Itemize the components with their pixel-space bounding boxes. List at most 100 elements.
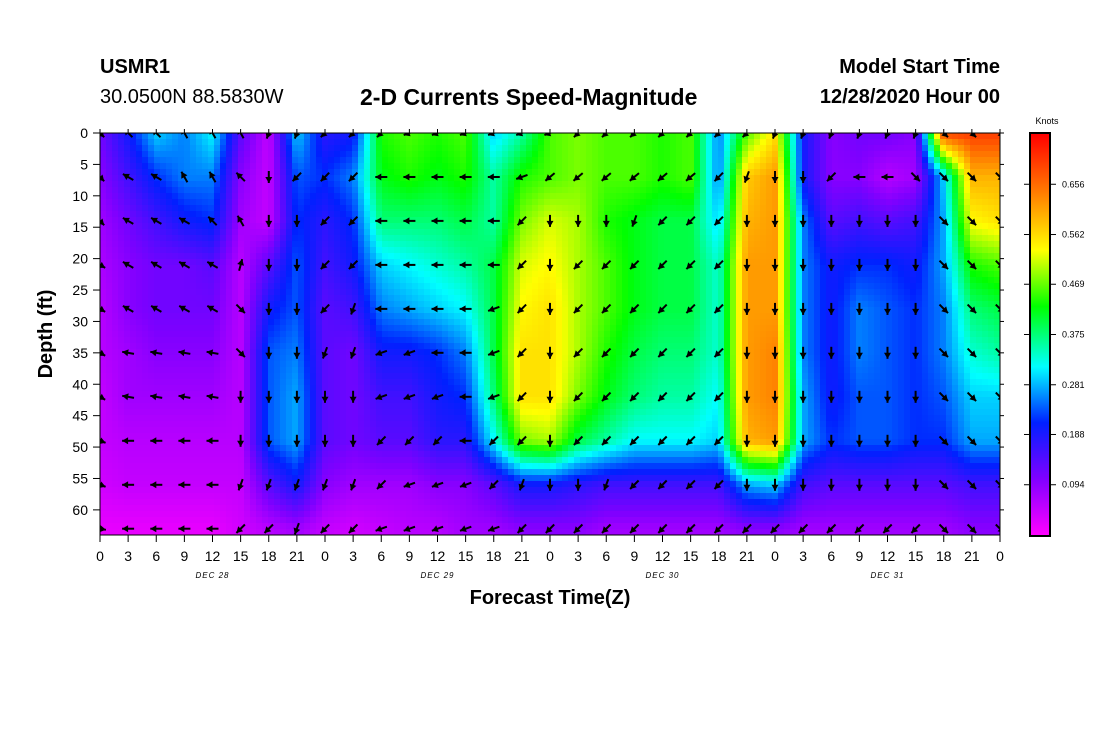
heatmap-cell [454, 313, 461, 320]
heatmap-cell [826, 325, 833, 332]
heatmap-cell [964, 259, 971, 266]
heatmap-cell [424, 301, 431, 308]
heatmap-cell [832, 163, 839, 170]
heatmap-cell [508, 301, 515, 308]
heatmap-cell [514, 151, 521, 158]
heatmap-cell [466, 151, 473, 158]
heatmap-cell [952, 217, 959, 224]
heatmap-cell [358, 265, 365, 272]
heatmap-cell [946, 181, 953, 188]
heatmap-cell [310, 253, 317, 260]
heatmap-cell [214, 157, 221, 164]
heatmap-cell [334, 277, 341, 284]
heatmap-cell [736, 271, 743, 278]
heatmap-cell [904, 169, 911, 176]
heatmap-cell [934, 145, 941, 152]
heatmap-cell [568, 199, 575, 206]
heatmap-cell [874, 187, 881, 194]
heatmap-cell [988, 235, 995, 242]
heatmap-cell [226, 247, 233, 254]
heatmap-cell [832, 145, 839, 152]
heatmap-cell [688, 145, 695, 152]
heatmap-cell [898, 319, 905, 326]
heatmap-cell [874, 301, 881, 308]
heatmap-cell [472, 283, 479, 290]
heatmap-cell [202, 139, 209, 146]
heatmap-cell [808, 193, 815, 200]
heatmap-cell [592, 211, 599, 218]
heatmap-cell [184, 325, 191, 332]
heatmap-cell [724, 277, 731, 284]
heatmap-cell [478, 169, 485, 176]
heatmap-cell [838, 133, 845, 140]
heatmap-cell [442, 145, 449, 152]
heatmap-cell [754, 145, 761, 152]
heatmap-cell [742, 259, 749, 266]
heatmap-cell [454, 247, 461, 254]
heatmap-cell [472, 301, 479, 308]
heatmap-cell [532, 277, 539, 284]
heatmap-cell [502, 205, 509, 212]
heatmap-cell [736, 157, 743, 164]
heatmap-cell [772, 163, 779, 170]
heatmap-cell [532, 217, 539, 224]
heatmap-cell [424, 169, 431, 176]
heatmap-cell [664, 169, 671, 176]
heatmap-cell [286, 187, 293, 194]
heatmap-cell [796, 259, 803, 266]
heatmap-cell [766, 289, 773, 296]
heatmap-cell [190, 325, 197, 332]
heatmap-cell [538, 193, 545, 200]
heatmap-cell [802, 211, 809, 218]
heatmap-cell [802, 205, 809, 212]
heatmap-cell [208, 277, 215, 284]
heatmap-cell [274, 205, 281, 212]
heatmap-cell [538, 277, 545, 284]
heatmap-cell [172, 283, 179, 290]
heatmap-cell [964, 175, 971, 182]
heatmap-cell [208, 211, 215, 218]
heatmap-cell [898, 301, 905, 308]
heatmap-cell [940, 199, 947, 206]
heatmap-cell [892, 289, 899, 296]
heatmap-cell [376, 295, 383, 302]
heatmap-cell [718, 181, 725, 188]
heatmap-cell [946, 325, 953, 332]
heatmap-cell [442, 289, 449, 296]
heatmap-cell [664, 211, 671, 218]
heatmap-cell [604, 235, 611, 242]
heatmap-cell [244, 145, 251, 152]
heatmap-cell [316, 139, 323, 146]
heatmap-cell [436, 253, 443, 260]
heatmap-cell [154, 139, 161, 146]
heatmap-cell [298, 283, 305, 290]
heatmap-cell [376, 199, 383, 206]
heatmap-cell [952, 163, 959, 170]
heatmap-cell [646, 241, 653, 248]
heatmap-cell [190, 265, 197, 272]
heatmap-cell [298, 265, 305, 272]
heatmap-cell [778, 265, 785, 272]
heatmap-cell [352, 253, 359, 260]
heatmap-cell [754, 181, 761, 188]
heatmap-cell [310, 217, 317, 224]
heatmap-cell [490, 271, 497, 278]
heatmap-cell [886, 301, 893, 308]
heatmap-cell [994, 169, 1000, 176]
heatmap-cell [700, 271, 707, 278]
heatmap-cell [850, 163, 857, 170]
heatmap-cell [544, 295, 551, 302]
heatmap-cell [688, 181, 695, 188]
heatmap-cell [244, 223, 251, 230]
heatmap-cell [286, 229, 293, 236]
heatmap-cell [850, 313, 857, 320]
heatmap-cell [532, 169, 539, 176]
heatmap-cell [802, 145, 809, 152]
heatmap-cell [442, 205, 449, 212]
heatmap-cell [244, 151, 251, 158]
heatmap-cell [412, 247, 419, 254]
heatmap-cell [754, 307, 761, 314]
heatmap-cell [586, 277, 593, 284]
heatmap-cell [874, 235, 881, 242]
heatmap-cell [688, 301, 695, 308]
